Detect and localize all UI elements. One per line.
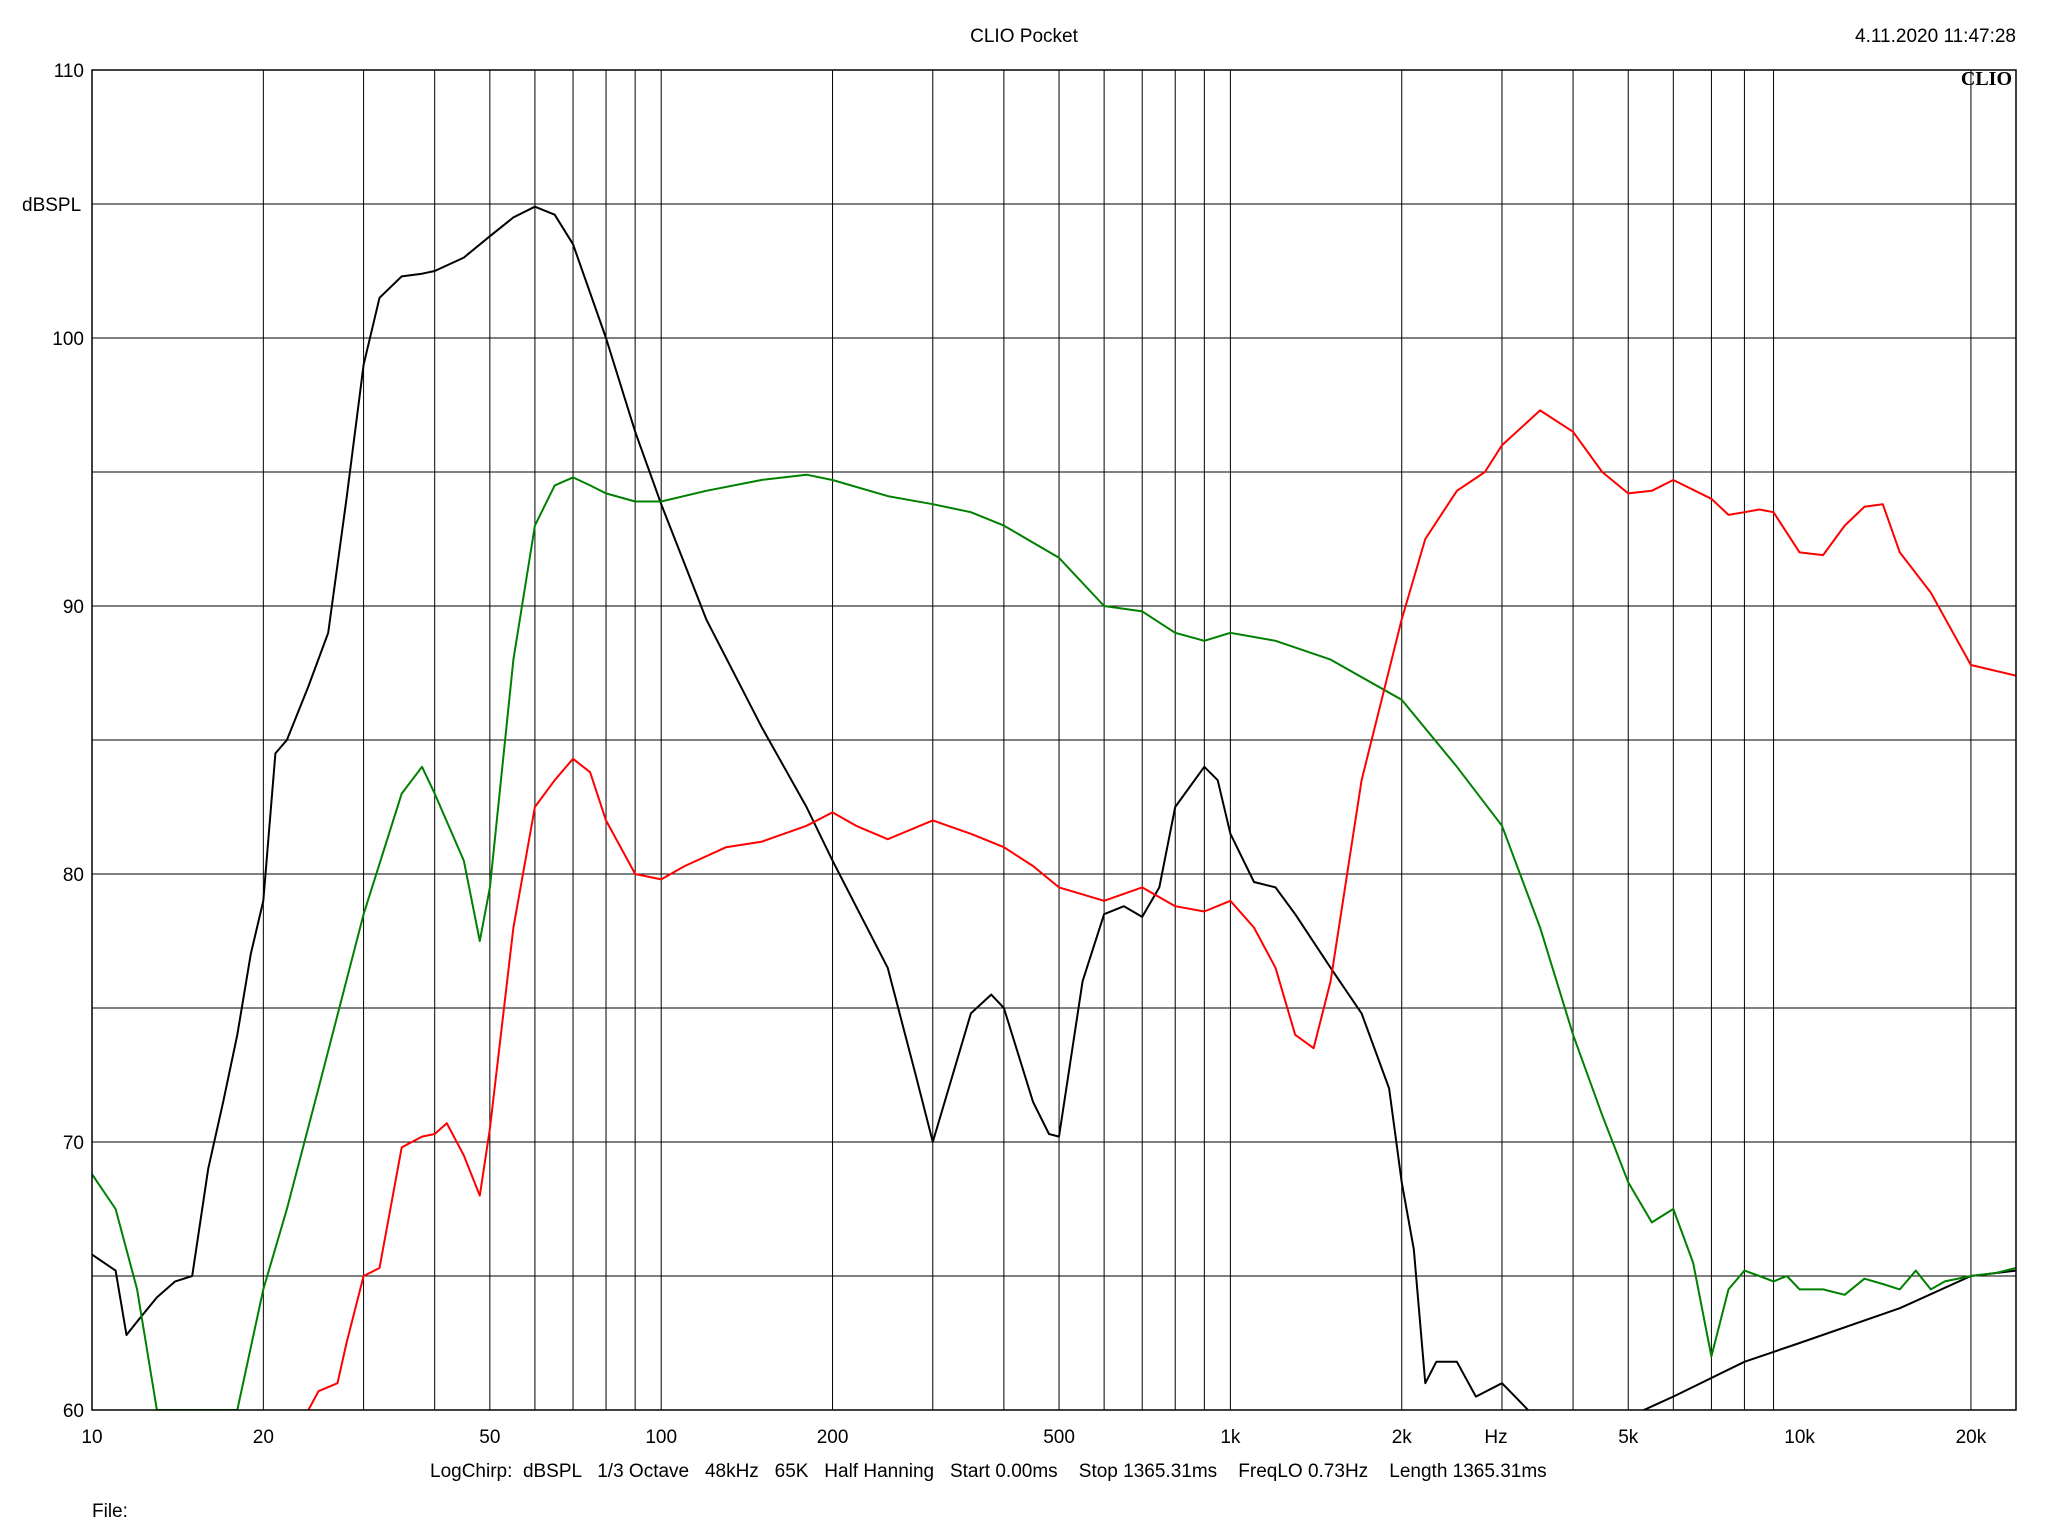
x-tick-label: 20k [1956,1427,1987,1448]
y-tick-label: 70 [63,1133,84,1154]
y-tick-label: 100 [52,329,84,350]
y-tick-label: 80 [63,865,84,886]
file-label: File: [92,1501,128,1522]
series-layer [92,205,2016,1410]
x-tick-label: 500 [1043,1427,1075,1448]
grid [92,70,2016,1410]
x-tick-label: 2k [1392,1427,1413,1448]
plot-frame [91,69,2017,1411]
y-tick-label: 110 [54,61,84,82]
y-axis-ticks: 60 70 80 90 100 110 [52,61,84,1422]
x-tick-label: 100 [645,1427,677,1448]
chart-title: CLIO Pocket [970,26,1078,47]
x-tick-label: 10 [81,1427,102,1448]
y-axis-label: dBSPL [22,195,81,216]
x-tick-label: 20 [253,1427,274,1448]
series-line-2 [92,473,2016,1410]
x-tick-label: 5k [1618,1427,1639,1448]
y-tick-label: 90 [63,597,84,618]
series-line-3 [307,409,2016,1410]
clio-logo: CLIO [1961,68,2012,90]
series-line-1 [92,205,2016,1410]
x-tick-label: 1k [1220,1427,1241,1448]
x-axis-ticks: 10 20 50 100 200 500 1k 2k 5k 10k 20k [81,1427,1986,1448]
x-tick-label: 200 [817,1427,849,1448]
x-tick-label: 10k [1784,1427,1815,1448]
measurement-info: LogChirp: dBSPL 1/3 Octave 48kHz 65K Hal… [430,1461,1547,1482]
timestamp: 4.11.2020 11:47:28 [1855,26,2016,47]
y-tick-label: 60 [63,1401,84,1422]
x-axis-label: Hz [1484,1427,1507,1448]
x-tick-label: 50 [479,1427,500,1448]
